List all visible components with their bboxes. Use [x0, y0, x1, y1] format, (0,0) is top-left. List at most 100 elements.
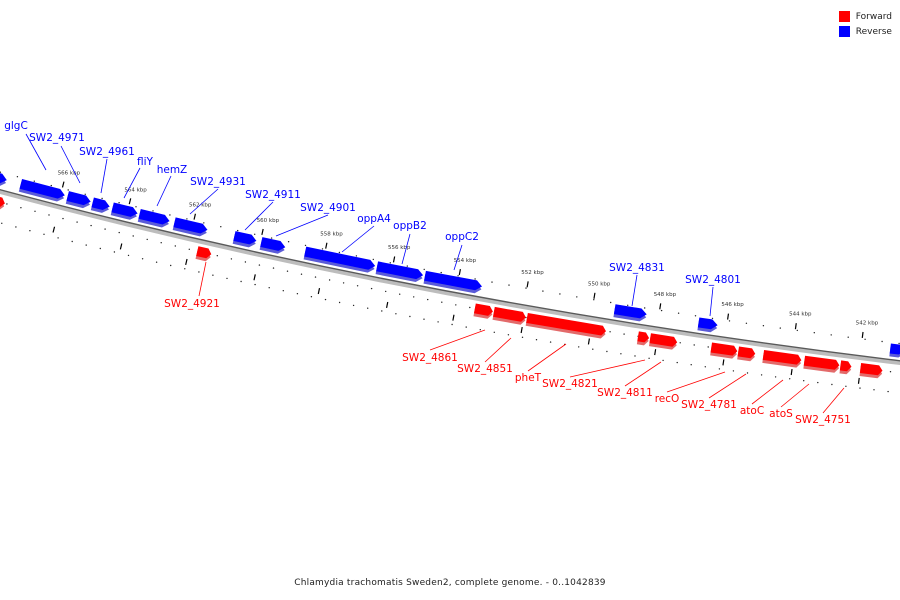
gene-body: [697, 317, 718, 330]
tick-mark: [261, 228, 264, 236]
track-dot: [542, 290, 544, 292]
tick-mark: [317, 288, 321, 295]
track-dot: [627, 304, 629, 306]
tick-label: 546 kbp: [721, 302, 744, 308]
track-dot: [118, 202, 120, 204]
track-dot: [367, 307, 369, 309]
gene-labels: glgCSW2_4971SW2_4961fliYhemZSW2_4931SW2_…: [4, 120, 851, 426]
track-dot: [493, 331, 495, 333]
gene-body: [0, 194, 5, 208]
track-dot: [170, 264, 172, 267]
gene-label-oppb2: oppB2: [393, 220, 427, 232]
gene-body: [474, 303, 493, 316]
track-dot: [342, 282, 345, 284]
track-dot: [479, 329, 481, 331]
track-dot: [99, 247, 102, 250]
gene-SW2_4911: [232, 231, 257, 248]
track-dot: [270, 237, 273, 239]
track-dot: [406, 265, 408, 267]
track-dot: [226, 277, 228, 280]
track-dot: [67, 189, 69, 191]
gene-label-sw2-4801: SW2_4801: [685, 274, 741, 286]
track-dot: [746, 372, 749, 374]
track-dot: [43, 233, 45, 235]
tick-mark: [193, 213, 197, 220]
gene-SW2_4931: [172, 217, 208, 237]
gene-body: [839, 360, 852, 372]
gene-atoC: [762, 350, 802, 368]
track-dot: [620, 353, 622, 355]
leader-line: [198, 261, 207, 297]
gene-edge: [889, 343, 900, 358]
track-dot: [441, 301, 443, 303]
backbone-shadow: [0, 189, 900, 366]
gene-label-sw2-4781: SW2_4781: [681, 399, 737, 411]
gene-label-hemz: hemZ: [157, 164, 188, 176]
tick-mark: [794, 323, 797, 330]
reverse-swatch: [838, 26, 850, 37]
track-dot: [220, 226, 222, 228]
gene-SW2_4861: [473, 303, 493, 319]
tick-mark: [727, 313, 730, 320]
leader-line: [751, 379, 784, 405]
track-dot: [437, 321, 439, 323]
gene-label-sw2-4851: SW2_4851: [457, 363, 513, 375]
track-dot: [29, 230, 31, 232]
track-dot: [90, 224, 92, 227]
track-dot: [0, 171, 2, 173]
track-dot: [324, 298, 327, 301]
track-dot: [690, 364, 692, 366]
track-dot: [660, 309, 663, 312]
legend-item-reverse: Reverse: [838, 24, 892, 39]
tick-label: 558 kbp: [320, 232, 343, 238]
track-dot: [160, 242, 162, 244]
gene-label-sw2-4931: SW2_4931: [190, 176, 246, 188]
track-dot: [254, 283, 256, 286]
gene-features: [0, 172, 900, 379]
gene-tail2: [859, 363, 883, 379]
tick-mark: [790, 368, 793, 376]
track-dot: [440, 271, 442, 274]
track-dot: [427, 298, 429, 301]
track-dot: [286, 270, 289, 272]
track-dot: [610, 301, 612, 304]
track-dot: [188, 248, 190, 250]
track-dot: [508, 284, 510, 286]
track-dot: [395, 313, 397, 315]
gene-SW2_4801: [697, 317, 718, 333]
gene-SW2_4921: [195, 246, 212, 262]
gene-SW2_4751: [839, 360, 852, 375]
track-dot: [662, 359, 664, 362]
track-dot: [409, 315, 411, 318]
track-dot: [104, 228, 106, 230]
gene-body: [376, 261, 424, 280]
gene-label-sw2-4861: SW2_4861: [402, 352, 458, 364]
gene-label-phet: pheT: [515, 372, 542, 384]
tick-label: 560 kbp: [257, 218, 280, 224]
tick-mark: [587, 338, 590, 345]
gene-body: [111, 202, 138, 217]
track-dot: [423, 268, 425, 271]
tick-mark: [185, 258, 188, 265]
gene-SW2_4821: [636, 331, 650, 346]
leader-line: [189, 188, 219, 215]
gene-body: [173, 217, 208, 234]
tick-mark: [526, 281, 529, 288]
gene-label-sw2-4811: SW2_4811: [597, 387, 653, 399]
gene-SW2_4811: [648, 333, 678, 350]
track-dot: [314, 276, 317, 278]
track-dot: [451, 323, 453, 326]
track-dot: [272, 267, 275, 269]
track-dot: [525, 287, 527, 289]
track-dot: [16, 176, 19, 178]
tick-mark: [385, 301, 389, 309]
gene-SW2_4971: [65, 191, 91, 209]
gene-label-oppa4: oppA4: [357, 213, 391, 225]
leader-line: [709, 286, 714, 317]
track-dot: [135, 206, 137, 208]
track-dot: [549, 341, 552, 343]
track-dot: [648, 357, 650, 359]
track-dot: [718, 368, 721, 370]
legend-label-forward: Forward: [855, 11, 892, 22]
